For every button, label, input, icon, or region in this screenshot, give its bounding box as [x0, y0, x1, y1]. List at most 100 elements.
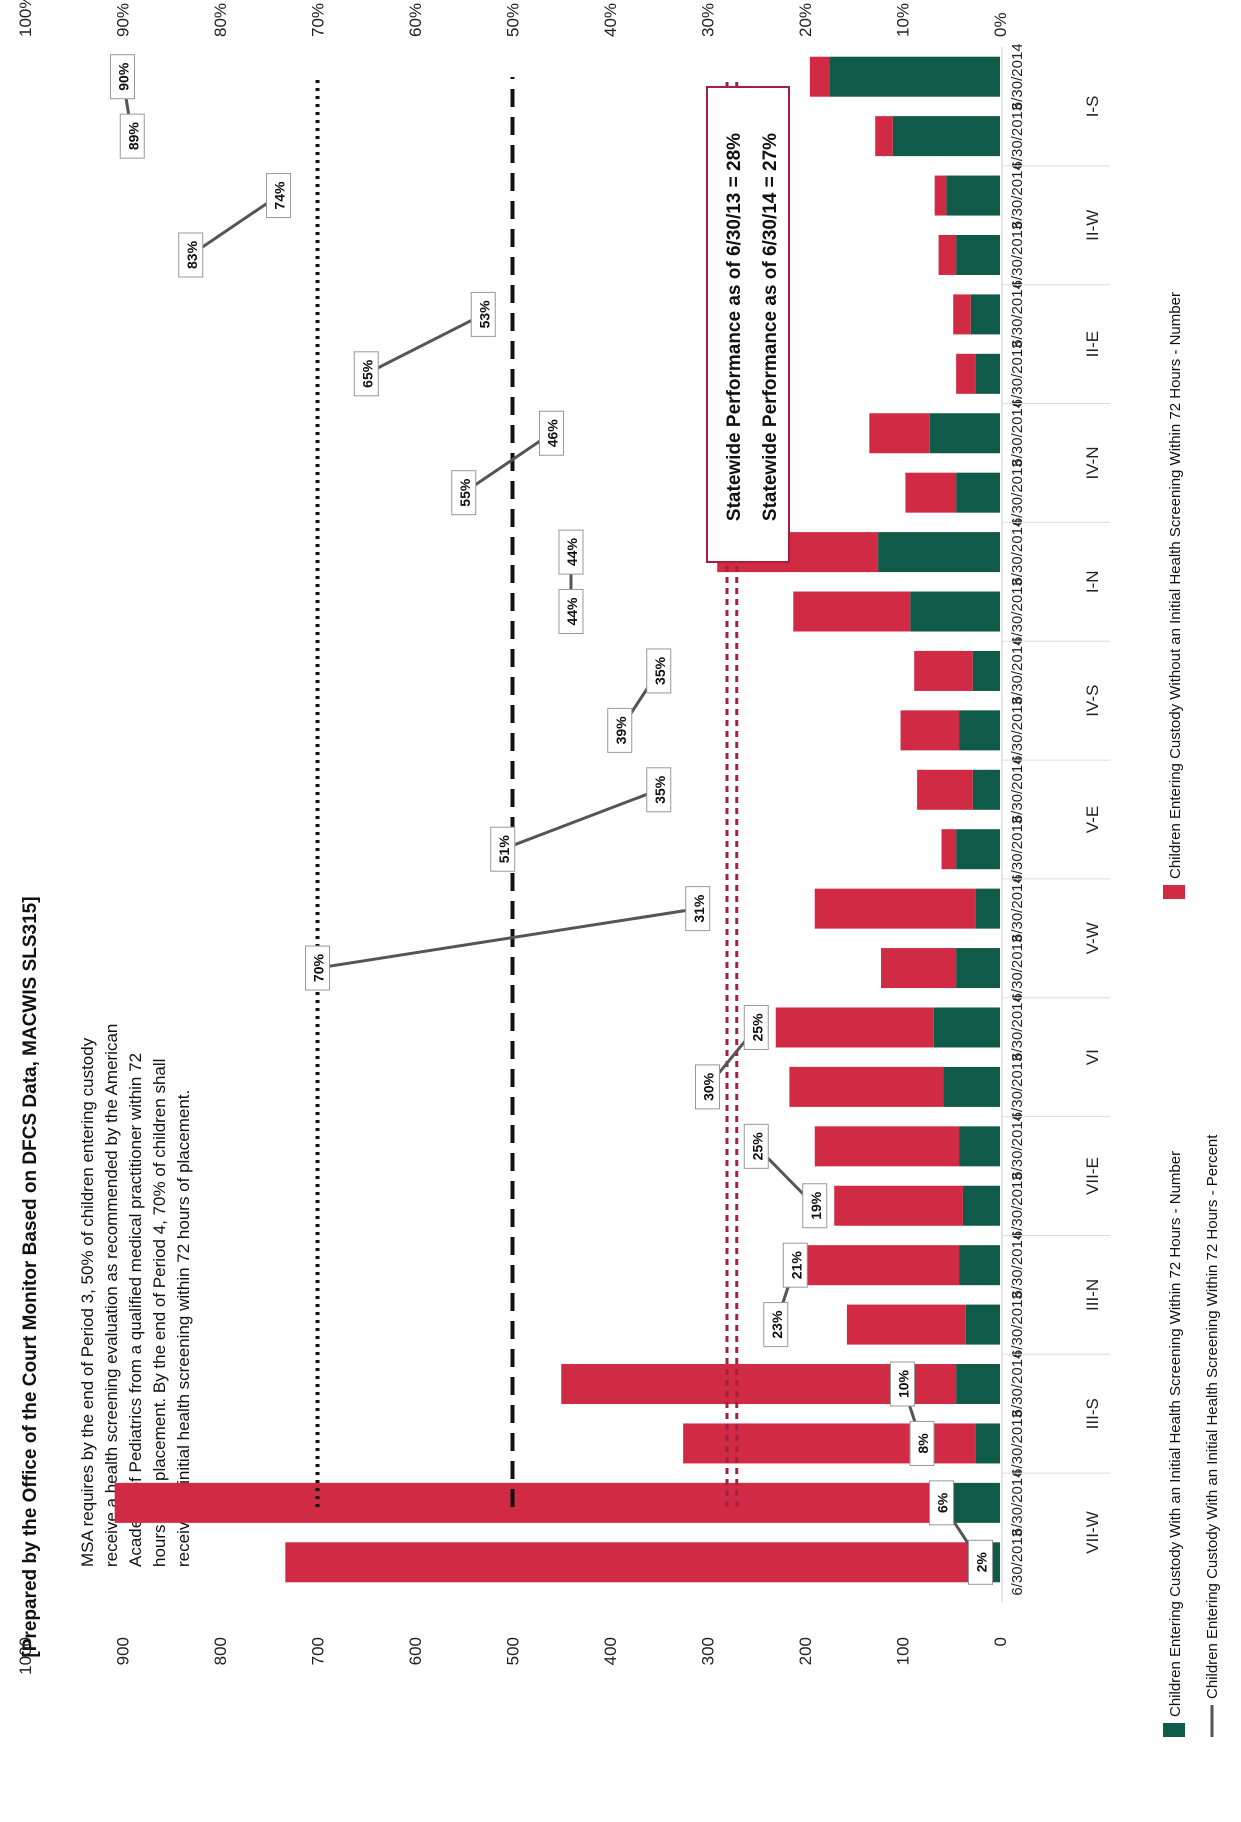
- region-label: V-E: [1083, 806, 1102, 833]
- requirement-note-line: receive a health screening evaluation as…: [102, 1024, 121, 1567]
- bar-without: [953, 294, 971, 335]
- bar-without: [934, 175, 947, 216]
- bar-without: [914, 650, 973, 691]
- bar-without: [938, 234, 957, 275]
- right-axis-tick-label: 40%: [601, 3, 620, 37]
- region-label: VII-E: [1083, 1157, 1102, 1195]
- bar-within: [892, 116, 1000, 157]
- bar-without: [956, 353, 976, 394]
- date-tick-label: 6/30/2013: [1009, 578, 1026, 645]
- bar-within: [933, 1007, 1001, 1048]
- date-tick-label: 6/30/2014: [1009, 400, 1026, 467]
- percent-label-box: [890, 1361, 915, 1407]
- bar-within: [956, 472, 1000, 513]
- date-tick-label: 6/30/2013: [1009, 340, 1026, 407]
- bar-within: [829, 56, 1000, 97]
- requirement-note: MSA requires by the end of Period 3, 50%…: [78, 1024, 193, 1567]
- date-tick-label: 6/30/2014: [1009, 756, 1026, 823]
- date-tick-label: 6/30/2013: [1009, 459, 1026, 526]
- legend-without-number: Children Entering Custody Without an Ini…: [1167, 292, 1184, 879]
- bar-within: [929, 413, 1000, 454]
- bar-without: [805, 1245, 960, 1286]
- region-label: I-N: [1083, 570, 1102, 593]
- percent-data-label: 55%: [457, 478, 473, 507]
- region-label: II-W: [1083, 210, 1102, 241]
- region-label: IV-S: [1083, 685, 1102, 717]
- date-tick-label: 6/30/2013: [1009, 697, 1026, 764]
- requirement-note-line: Academy of Pediatrics from a qualified m…: [126, 1053, 145, 1567]
- date-tick-label: 6/30/2014: [1009, 43, 1026, 110]
- bar-within: [970, 294, 1000, 335]
- percent-label-box: [685, 886, 711, 932]
- percent-data-label: 65%: [359, 359, 375, 388]
- right-axis-tick-label: 70%: [309, 3, 328, 37]
- percent-label-box: [539, 410, 564, 456]
- percent-data-label: 44%: [564, 538, 580, 567]
- right-axis-tick-label: 20%: [796, 3, 815, 37]
- date-tick-label: 6/30/2013: [1009, 1410, 1026, 1477]
- date-tick-label: 6/30/2013: [1009, 1291, 1026, 1358]
- region-label: IV-N: [1083, 446, 1102, 479]
- region-label: II-E: [1083, 331, 1102, 357]
- region-label: I-S: [1083, 96, 1102, 118]
- bar-within: [959, 1126, 1000, 1167]
- bar-without: [793, 591, 911, 632]
- percent-data-label: 83%: [184, 240, 200, 269]
- percent-data-label: 89%: [125, 122, 141, 151]
- bar-within: [959, 710, 1000, 751]
- left-axis-tick-label: 700: [309, 1637, 328, 1665]
- percent-data-label: 30%: [701, 1072, 717, 1101]
- percent-label-box: [646, 648, 672, 694]
- bar-within: [878, 532, 1000, 573]
- bar-without: [941, 829, 957, 870]
- percent-data-label: 25%: [749, 1013, 765, 1042]
- bar-within: [956, 1364, 1000, 1405]
- date-tick-label: 6/30/2014: [1009, 519, 1026, 586]
- bar-within: [956, 234, 1000, 275]
- date-tick-label: 6/30/2014: [1009, 1469, 1026, 1536]
- date-tick-label: 6/30/2014: [1009, 994, 1026, 1061]
- right-axis-tick-label: 10%: [894, 3, 913, 37]
- percent-label-box: [178, 232, 204, 278]
- requirement-note-line: hours after placement. By the end of Per…: [150, 1059, 169, 1567]
- left-axis-tick-label: 300: [699, 1637, 718, 1665]
- percent-line: [365, 313, 484, 376]
- percent-data-label: 53%: [476, 300, 492, 329]
- bar-within: [943, 1066, 1001, 1107]
- bar-without: [683, 1423, 976, 1464]
- percent-data-label: 21%: [788, 1251, 804, 1280]
- left-axis-tick-label: 100: [894, 1637, 913, 1665]
- date-tick-label: 6/30/2014: [1009, 1113, 1026, 1180]
- bar-within: [959, 1245, 1000, 1286]
- date-tick-label: 6/30/2014: [1009, 281, 1026, 348]
- requirement-note-line: receive an initial health screening with…: [174, 1090, 193, 1567]
- percent-data-label: 90%: [116, 62, 132, 91]
- percent-label-box: [558, 529, 584, 575]
- left-axis-tick-label: 0: [991, 1637, 1010, 1646]
- bar-within: [956, 829, 1000, 870]
- percent-line: [462, 432, 553, 494]
- percent-data-label: 35%: [652, 775, 668, 804]
- date-tick-label: 6/30/2014: [1009, 1232, 1026, 1299]
- percent-label-box: [743, 1004, 769, 1050]
- percent-line: [317, 907, 698, 970]
- statewide-performance-box: Statewide Performance as of 6/30/13 = 28…: [706, 86, 790, 563]
- region-label: III-S: [1083, 1398, 1102, 1429]
- region-label: III-N: [1083, 1279, 1102, 1311]
- percent-data-label: 23%: [769, 1310, 785, 1339]
- percent-label-box: [607, 707, 633, 753]
- left-axis-tick-label: 600: [406, 1637, 425, 1665]
- percent-label-box: [782, 1242, 808, 1288]
- bar-without: [809, 56, 830, 97]
- percent-data-label: 19%: [808, 1191, 824, 1220]
- legend-swatch-within: [1163, 1723, 1185, 1737]
- date-tick-label: 6/30/2014: [1009, 875, 1026, 942]
- left-axis-tick-label: 200: [796, 1637, 815, 1665]
- date-tick-label: 6/30/2013: [1009, 1054, 1026, 1121]
- percent-data-label: 2%: [974, 1552, 990, 1573]
- date-tick-label: 6/30/2013: [1009, 935, 1026, 1002]
- region-label: V-W: [1083, 922, 1102, 954]
- bar-without: [561, 1364, 957, 1405]
- percent-data-label: 35%: [652, 656, 668, 685]
